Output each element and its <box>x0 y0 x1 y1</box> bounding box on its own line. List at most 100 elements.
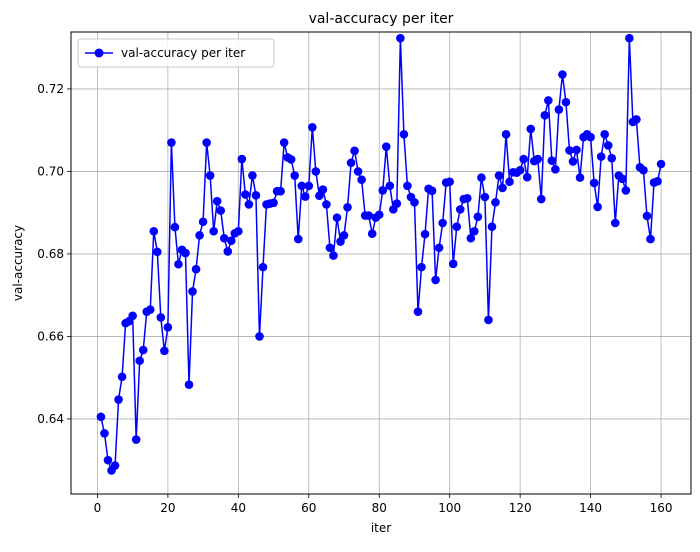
data-point <box>357 175 366 184</box>
data-point <box>322 200 331 209</box>
data-point <box>156 313 166 322</box>
data-point <box>484 315 493 325</box>
data-point <box>505 177 514 187</box>
data-point <box>219 233 229 243</box>
y-axis-label: val-accuracy <box>11 225 25 301</box>
data-point <box>241 190 250 199</box>
legend-box <box>77 38 275 68</box>
data-point <box>438 218 447 228</box>
data-point <box>600 130 609 139</box>
data-point <box>216 206 226 215</box>
y-axis-ticks: 0.64 0.66 0.68 0.70 0.72 <box>37 82 71 426</box>
data-point <box>350 146 359 156</box>
data-point <box>533 154 543 164</box>
data-point <box>332 213 342 222</box>
data-point <box>248 171 257 180</box>
data-point <box>536 194 546 204</box>
x-tick-label: 20 <box>160 501 175 515</box>
data-point <box>286 155 296 164</box>
data-point <box>417 262 426 272</box>
data-point <box>589 178 599 188</box>
y-tick-label: 0.72 <box>37 82 64 96</box>
data-point <box>413 307 423 316</box>
data-point <box>174 259 183 269</box>
data-point <box>396 33 405 43</box>
data-point <box>103 455 113 465</box>
data-point <box>431 275 440 285</box>
data-point <box>561 97 571 107</box>
data-point <box>223 247 233 256</box>
data-point <box>304 181 314 191</box>
data-point <box>593 202 602 212</box>
data-point <box>448 259 458 269</box>
data-point <box>540 111 550 120</box>
data-point <box>473 212 483 222</box>
data-point <box>544 96 553 105</box>
data-point <box>128 311 137 321</box>
data-point <box>209 226 218 236</box>
data-point <box>234 226 243 236</box>
data-point <box>135 356 144 366</box>
data-point <box>308 122 317 132</box>
data-point <box>494 171 504 180</box>
data-point <box>639 165 648 175</box>
data-point <box>160 346 169 356</box>
data-point <box>625 33 634 43</box>
data-point <box>374 210 384 220</box>
data-point <box>547 156 557 165</box>
data-point <box>565 146 574 155</box>
data-point <box>554 105 564 114</box>
data-point <box>515 165 525 175</box>
legend-marker-swatch <box>94 48 104 58</box>
data-point <box>477 173 486 182</box>
data-point <box>184 380 194 389</box>
y-tick-label: 0.68 <box>37 247 64 261</box>
legend: val-accuracy per iter <box>77 38 275 68</box>
data-point <box>244 200 254 209</box>
data-point <box>290 171 299 180</box>
data-point <box>258 262 268 272</box>
data-point <box>399 130 409 139</box>
y-tick-label: 0.64 <box>37 412 64 426</box>
data-point <box>170 222 180 232</box>
data-point <box>558 70 567 79</box>
data-point <box>378 186 388 195</box>
data-point <box>392 199 402 208</box>
data-point <box>487 222 497 231</box>
data-point <box>621 186 631 195</box>
data-point <box>480 192 490 202</box>
data-point <box>114 395 123 404</box>
data-point <box>385 181 395 191</box>
series-line <box>100 37 662 472</box>
data-point <box>195 231 204 240</box>
x-axis-label: iter <box>371 521 391 535</box>
data-point <box>202 138 211 147</box>
data-point <box>198 217 208 227</box>
data-point <box>145 305 155 314</box>
y-tick-label: 0.66 <box>37 329 64 343</box>
data-point <box>498 183 507 193</box>
data-point <box>656 159 666 169</box>
x-tick-label: 100 <box>438 501 461 515</box>
data-point <box>191 264 201 274</box>
data-point <box>269 198 278 208</box>
data-point <box>572 145 581 155</box>
data-point <box>163 323 173 332</box>
data-point <box>410 198 419 207</box>
data-point <box>403 181 412 191</box>
data-point <box>297 181 307 191</box>
data-point <box>551 165 560 174</box>
data-point <box>455 205 465 214</box>
y-tick-label: 0.70 <box>37 164 64 178</box>
data-point <box>237 154 247 164</box>
data-point <box>255 332 264 341</box>
data-point <box>653 177 662 186</box>
data-point <box>420 229 430 239</box>
data-point <box>329 251 338 260</box>
grid-lines <box>71 32 691 494</box>
data-point <box>519 154 528 164</box>
data-point <box>325 243 335 253</box>
data-point <box>575 173 585 182</box>
plot-area <box>71 32 691 494</box>
